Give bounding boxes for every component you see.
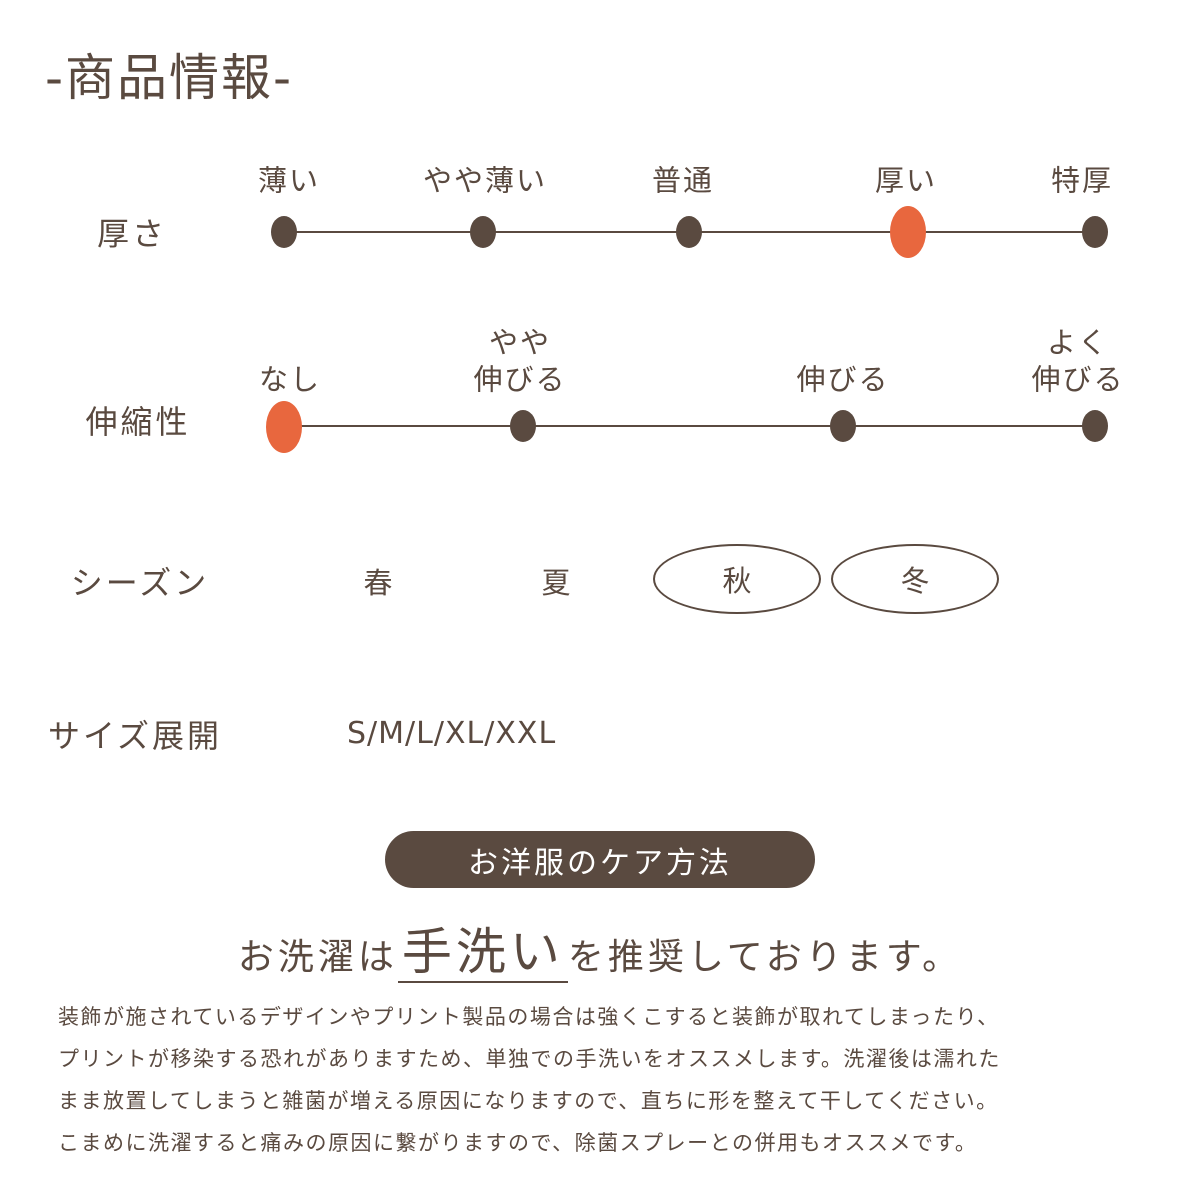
thickness-dot (470, 216, 496, 248)
thickness-option: やや薄い (422, 163, 548, 198)
size-value: S/M/L/XL/XXL (347, 716, 557, 751)
stretch-dot (830, 410, 856, 442)
stretch-option: よく (1046, 325, 1110, 360)
thickness-option: 薄い (257, 163, 321, 198)
thickness-option: 厚い (874, 163, 938, 198)
headline-pre: お洗濯は (237, 937, 398, 978)
thickness-dot (271, 216, 297, 248)
care-body-line: 装飾が施されているデザインやプリント製品の場合は強くこすると装飾が取れてしまった… (58, 1005, 1000, 1029)
stretch-option: やや (488, 325, 552, 360)
care-body-line: プリントが移染する恐れがありますため、単独での手洗いをオススメします。洗濯後は濡… (58, 1047, 1001, 1071)
season-winter-selected: 冬 (831, 544, 999, 614)
care-badge: お洋服のケア方法 (385, 831, 815, 888)
stretch-option: 伸びる (1031, 362, 1125, 397)
care-body: 装飾が施されているデザインやプリント製品の場合は強くこすると装飾が取れてしまった… (58, 996, 1168, 1164)
stretch-option: なし (258, 362, 322, 397)
thickness-dot (1082, 216, 1108, 248)
thickness-label: 厚さ (96, 215, 168, 253)
stretch-dot-selected (266, 401, 302, 453)
stretch-scale-line (284, 425, 1095, 427)
thickness-dot-selected (890, 206, 926, 258)
thickness-dot (676, 216, 702, 248)
size-label: サイズ展開 (48, 717, 223, 755)
headline-post: を推奨しております。 (567, 937, 963, 978)
stretch-dot (510, 410, 536, 442)
season-autumn-selected: 秋 (653, 544, 821, 614)
season-spring: 春 (363, 566, 393, 600)
care-body-line: まま放置してしまうと雑菌が増える原因になりますので、直ちに形を整えて干してくださ… (58, 1089, 999, 1113)
care-body-line: こまめに洗濯すると痛みの原因に繋がりますので、除菌スプレーとの併用もオススメです… (58, 1131, 978, 1155)
care-headline: お洗濯は手洗い を推奨しております。 (0, 912, 1200, 984)
season-label: シーズン (70, 564, 210, 602)
stretch-dot (1082, 410, 1108, 442)
season-summer: 夏 (541, 566, 571, 600)
page-title: -商品情報- (45, 49, 294, 107)
stretch-option: 伸びる (473, 362, 567, 397)
stretch-label: 伸縮性 (85, 403, 191, 441)
thickness-option: 普通 (651, 163, 715, 198)
thickness-option: 特厚 (1050, 163, 1114, 198)
headline-emphasis: 手洗い (397, 923, 568, 983)
stretch-option: 伸びる (796, 362, 890, 397)
